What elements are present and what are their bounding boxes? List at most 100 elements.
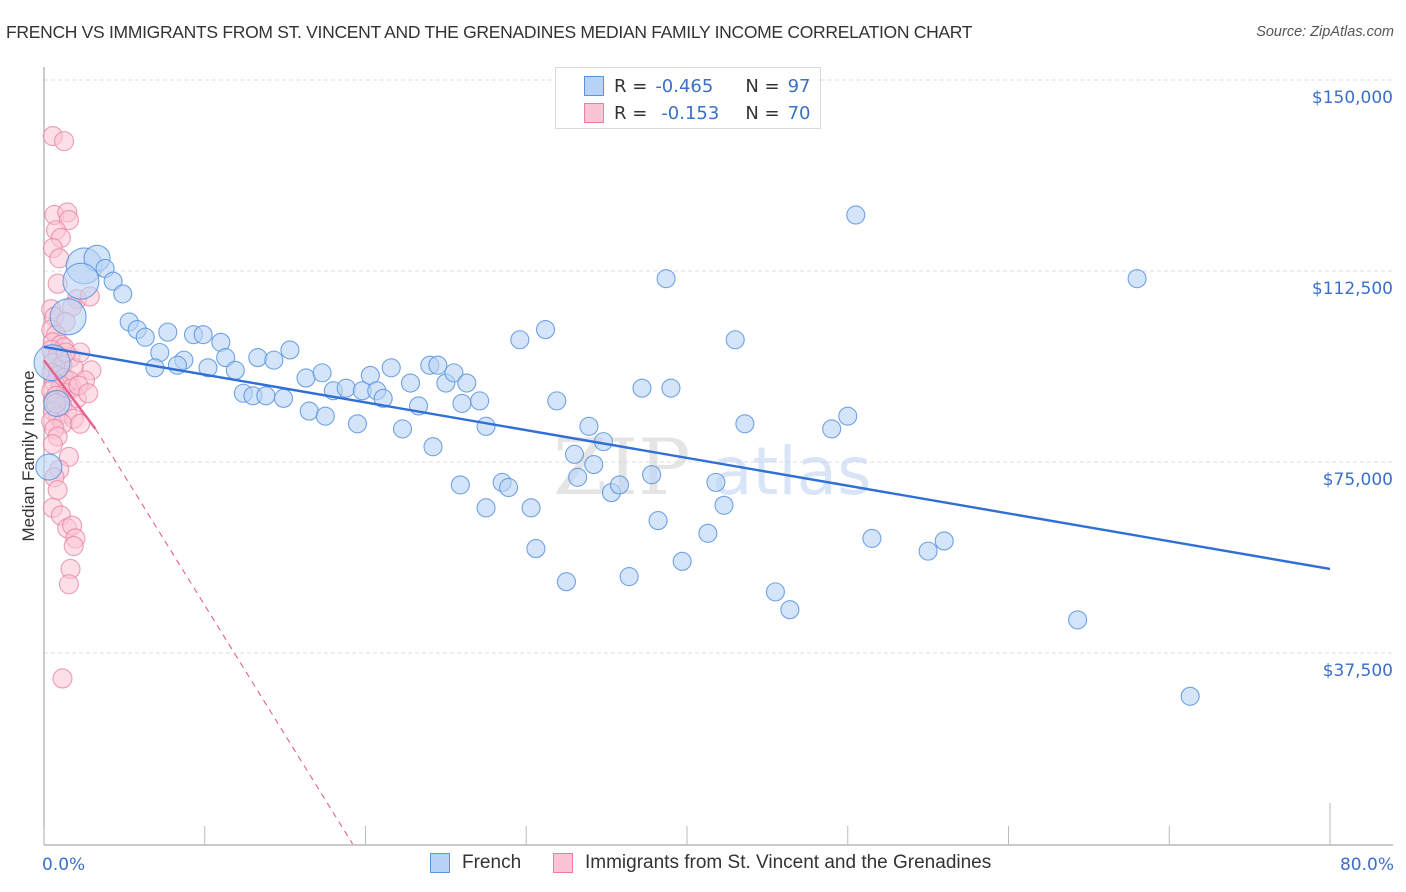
bottom-legend-french: French xyxy=(430,852,521,874)
french-point xyxy=(444,363,464,383)
french-point xyxy=(1068,610,1088,630)
french-point xyxy=(510,330,530,350)
immigrants-swatch-icon xyxy=(584,103,604,123)
french-point xyxy=(714,495,734,515)
french-point xyxy=(392,419,413,439)
legend-n-label: N = xyxy=(745,75,780,97)
legend-row-immigrants: R = -0.153 N = 70 xyxy=(584,101,811,125)
french-point xyxy=(632,378,652,398)
french-point xyxy=(381,358,401,378)
french-point xyxy=(735,414,755,434)
french-point xyxy=(273,388,294,408)
french-point xyxy=(299,401,319,421)
legend-r-value: -0.465 xyxy=(655,75,714,97)
french-point xyxy=(400,373,421,393)
french-point xyxy=(49,298,87,336)
bottom-legend-immigrants: Immigrants from St. Vincent and the Gren… xyxy=(553,852,991,874)
french-point xyxy=(62,262,100,300)
french-point xyxy=(113,284,133,304)
french-point xyxy=(35,453,63,481)
bottom-legend-label: Immigrants from St. Vincent and the Gren… xyxy=(585,852,992,873)
legend-r-value: -0.153 xyxy=(661,102,720,124)
french-point xyxy=(450,475,470,495)
french-swatch-icon xyxy=(584,76,604,96)
points-french xyxy=(33,106,1200,706)
tick-labels: $150,000 $112,500 $75,000 $37,500 0.0% 80.0% xyxy=(42,88,1394,875)
french-point xyxy=(579,416,599,436)
french-point xyxy=(725,330,745,350)
y-tick-label: $150,000 xyxy=(1312,88,1393,108)
trendlines xyxy=(43,345,1331,845)
immigrants-point xyxy=(58,574,79,595)
french-point xyxy=(158,322,178,342)
french-point xyxy=(547,391,567,411)
watermark-zip: ZIP xyxy=(553,423,691,513)
french-point xyxy=(656,269,676,289)
french-point xyxy=(499,477,519,498)
french-point xyxy=(135,327,155,347)
y-tick-label: $37,500 xyxy=(1323,661,1393,681)
immigrants-point xyxy=(42,434,63,455)
x-tick-label: 80.0% xyxy=(1340,855,1394,875)
french-point xyxy=(216,348,236,368)
french-swatch-icon xyxy=(430,853,450,873)
french-point xyxy=(43,389,71,417)
french-point xyxy=(568,467,588,487)
legend-row-french: R = -0.465 N = 97 xyxy=(584,74,811,98)
french-point xyxy=(33,344,71,382)
french-point xyxy=(457,373,477,393)
french-point xyxy=(609,475,630,495)
french-point xyxy=(476,498,496,518)
french-point xyxy=(428,355,448,375)
french-point xyxy=(521,498,541,518)
legend-n-label: N = xyxy=(745,102,780,124)
french-point xyxy=(103,271,123,291)
french-point xyxy=(296,368,316,388)
french-point xyxy=(280,340,300,360)
french-point xyxy=(476,416,496,436)
watermark-atlas: atlas xyxy=(712,433,872,510)
immigrants-point xyxy=(47,479,68,501)
french-point xyxy=(315,406,335,426)
french-point xyxy=(642,465,662,485)
grid-layer xyxy=(44,79,1393,654)
french-point xyxy=(556,572,576,592)
french-point xyxy=(225,360,245,380)
french-point xyxy=(648,511,668,531)
french-point xyxy=(526,539,546,559)
french-point xyxy=(619,567,639,587)
immigrants-trendline-dashed xyxy=(94,428,354,845)
legend-n-value: 70 xyxy=(787,102,811,124)
bottom-legend-label: French xyxy=(462,852,522,873)
french-point xyxy=(564,444,585,464)
french-point xyxy=(198,358,218,378)
french-point xyxy=(838,406,858,426)
french-point xyxy=(934,531,954,551)
french-point xyxy=(373,388,393,408)
french-point xyxy=(1127,269,1147,289)
immigrants-point xyxy=(52,668,73,689)
french-point xyxy=(1180,686,1200,706)
french-point xyxy=(248,348,268,368)
source-label: Source: ZipAtlas.com xyxy=(1256,24,1394,40)
french-point xyxy=(423,437,443,457)
french-point xyxy=(672,551,692,571)
legend-n-value: 97 xyxy=(787,75,811,97)
correlation-legend: R = -0.465 N = 97 R = -0.153 N = 70 xyxy=(555,67,821,129)
french-point xyxy=(312,363,332,383)
chart-title: FRENCH VS IMMIGRANTS FROM ST. VINCENT AN… xyxy=(6,22,973,42)
french-point xyxy=(193,325,213,345)
french-point xyxy=(452,393,472,413)
french-point xyxy=(347,414,368,434)
immigrants-point xyxy=(63,535,84,557)
french-point xyxy=(862,528,882,548)
french-point xyxy=(698,523,718,543)
french-point xyxy=(846,205,866,225)
y-axis-label: Median Family Income xyxy=(19,370,38,541)
immigrants-point xyxy=(70,413,91,434)
french-point xyxy=(780,600,800,620)
immigrants-point xyxy=(78,383,99,404)
french-point xyxy=(584,454,604,475)
french-trendline xyxy=(43,345,1331,571)
